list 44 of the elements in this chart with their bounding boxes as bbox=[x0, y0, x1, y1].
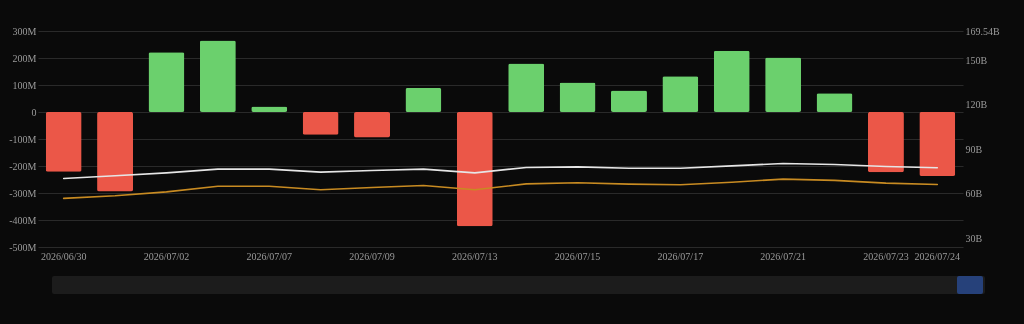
y2-tick-label: 90B bbox=[965, 143, 983, 155]
bar bbox=[765, 57, 802, 112]
x-tick-label: 2026/07/02 bbox=[143, 250, 190, 262]
bar bbox=[148, 52, 185, 112]
x-tick-label: 2026/07/23 bbox=[863, 250, 909, 262]
y-tick-label: -100M bbox=[9, 133, 37, 145]
bar bbox=[816, 93, 853, 112]
bar bbox=[508, 63, 545, 112]
bar bbox=[919, 112, 956, 176]
x-tick-label: 2026/06/30 bbox=[40, 250, 87, 262]
y-tick-label: -300M bbox=[9, 187, 37, 199]
bar bbox=[302, 112, 339, 135]
bar bbox=[45, 112, 82, 172]
y2-tick-label: 150B bbox=[965, 54, 988, 66]
y-tick-label: 300M bbox=[12, 25, 37, 37]
x-tick-label: 2026/07/13 bbox=[452, 250, 498, 262]
x-tick-label: 2026/07/24 bbox=[914, 250, 961, 262]
x-tick-label: 2026/07/07 bbox=[246, 250, 293, 262]
y-tick-label: 0 bbox=[31, 106, 37, 118]
y2-tick-label: 30B bbox=[965, 232, 983, 244]
y-tick-label: -200M bbox=[9, 160, 37, 172]
y-tick-label: -400M bbox=[9, 214, 37, 226]
y2-tick-label: 120B bbox=[965, 99, 988, 111]
bar bbox=[713, 50, 750, 112]
bar bbox=[405, 87, 442, 112]
bar bbox=[354, 112, 391, 138]
bar bbox=[456, 112, 493, 227]
x-tick-label: 2026/07/09 bbox=[349, 250, 395, 262]
y-tick-label: -500M bbox=[9, 241, 37, 253]
y2-tick-label: 60B bbox=[965, 188, 983, 200]
bar bbox=[867, 112, 904, 173]
bar bbox=[199, 40, 236, 112]
bar bbox=[610, 90, 647, 112]
x-tick-label: 2026/07/15 bbox=[554, 250, 601, 262]
y2-tick-label: 169.54B bbox=[965, 25, 1000, 37]
x-tick-label: 2026/07/17 bbox=[657, 250, 704, 262]
bar bbox=[97, 112, 134, 192]
line-series bbox=[62, 178, 939, 200]
bar bbox=[662, 76, 699, 112]
line-series bbox=[62, 162, 939, 180]
x-tick-label: 2026/07/21 bbox=[760, 250, 806, 262]
bar bbox=[559, 82, 596, 112]
y-tick-label: 200M bbox=[12, 52, 37, 64]
y-tick-label: 100M bbox=[12, 79, 37, 91]
